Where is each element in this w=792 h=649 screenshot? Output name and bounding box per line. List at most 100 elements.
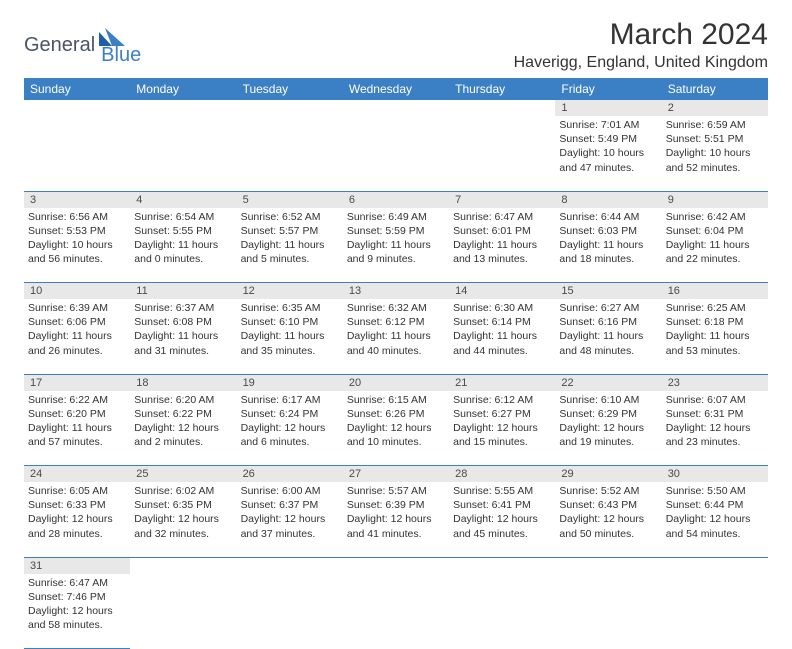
daynum-row: 10111213141516 [24, 283, 768, 300]
dow-thursday: Thursday [449, 78, 555, 100]
daylight-text: Daylight: 12 hours [559, 512, 657, 526]
daylight-text: and 0 minutes. [134, 252, 232, 266]
sunset-text: Sunset: 5:57 PM [241, 224, 339, 238]
calendar-body: 12Sunrise: 7:01 AMSunset: 5:49 PMDayligh… [24, 100, 768, 649]
daynum-cell [237, 100, 343, 116]
sunset-text: Sunset: 6:33 PM [28, 498, 126, 512]
day-cell: Sunrise: 6:07 AMSunset: 6:31 PMDaylight:… [662, 391, 768, 466]
daylight-text: and 15 minutes. [453, 435, 551, 449]
daylight-text: Daylight: 12 hours [666, 512, 764, 526]
day-cell: Sunrise: 6:56 AMSunset: 5:53 PMDaylight:… [24, 208, 130, 283]
daylight-text: and 40 minutes. [347, 344, 445, 358]
logo-text-blue: Blue [101, 44, 141, 67]
daylight-text: and 13 minutes. [453, 252, 551, 266]
day-cell: Sunrise: 6:22 AMSunset: 6:20 PMDaylight:… [24, 391, 130, 466]
daylight-text: Daylight: 12 hours [28, 512, 126, 526]
dow-tuesday: Tuesday [237, 78, 343, 100]
daylight-text: and 10 minutes. [347, 435, 445, 449]
daynum-row: 17181920212223 [24, 374, 768, 391]
sunset-text: Sunset: 6:26 PM [347, 407, 445, 421]
sunrise-text: Sunrise: 6:12 AM [453, 393, 551, 407]
daynum-cell: 9 [662, 191, 768, 208]
daynum-cell [449, 100, 555, 116]
daynum-cell: 6 [343, 191, 449, 208]
sunrise-text: Sunrise: 6:37 AM [134, 301, 232, 315]
day-cell: Sunrise: 6:35 AMSunset: 6:10 PMDaylight:… [237, 299, 343, 374]
daylight-text: Daylight: 11 hours [134, 238, 232, 252]
week-row: Sunrise: 6:47 AMSunset: 7:46 PMDaylight:… [24, 574, 768, 649]
daynum-cell [555, 557, 661, 574]
week-row: Sunrise: 6:22 AMSunset: 6:20 PMDaylight:… [24, 391, 768, 466]
sunrise-text: Sunrise: 6:47 AM [453, 210, 551, 224]
page-title: March 2024 [514, 18, 768, 52]
daynum-cell: 1 [555, 100, 661, 116]
sunrise-text: Sunrise: 6:44 AM [559, 210, 657, 224]
day-cell: Sunrise: 6:25 AMSunset: 6:18 PMDaylight:… [662, 299, 768, 374]
sunset-text: Sunset: 6:18 PM [666, 315, 764, 329]
day-cell: Sunrise: 6:32 AMSunset: 6:12 PMDaylight:… [343, 299, 449, 374]
dow-monday: Monday [130, 78, 236, 100]
daylight-text: Daylight: 10 hours [28, 238, 126, 252]
daynum-cell: 20 [343, 374, 449, 391]
daynum-cell [130, 100, 236, 116]
day-cell: Sunrise: 6:37 AMSunset: 6:08 PMDaylight:… [130, 299, 236, 374]
day-cell: Sunrise: 6:44 AMSunset: 6:03 PMDaylight:… [555, 208, 661, 283]
daylight-text: and 45 minutes. [453, 527, 551, 541]
daynum-cell [343, 100, 449, 116]
day-cell: Sunrise: 6:47 AMSunset: 6:01 PMDaylight:… [449, 208, 555, 283]
daynum-cell: 27 [343, 466, 449, 483]
daylight-text: and 32 minutes. [134, 527, 232, 541]
sunset-text: Sunset: 6:22 PM [134, 407, 232, 421]
sunrise-text: Sunrise: 5:55 AM [453, 484, 551, 498]
sunrise-text: Sunrise: 6:52 AM [241, 210, 339, 224]
daylight-text: Daylight: 12 hours [241, 421, 339, 435]
sunset-text: Sunset: 6:35 PM [134, 498, 232, 512]
daylight-text: Daylight: 12 hours [134, 512, 232, 526]
sunset-text: Sunset: 5:53 PM [28, 224, 126, 238]
dow-saturday: Saturday [662, 78, 768, 100]
header: General Blue March 2024 Haverigg, Englan… [24, 18, 768, 72]
daynum-cell: 28 [449, 466, 555, 483]
logo-triangle-icon [99, 28, 125, 46]
sunrise-text: Sunrise: 6:47 AM [28, 576, 126, 590]
sunset-text: Sunset: 5:49 PM [559, 132, 657, 146]
week-row: Sunrise: 6:05 AMSunset: 6:33 PMDaylight:… [24, 482, 768, 557]
sunset-text: Sunset: 6:03 PM [559, 224, 657, 238]
daynum-cell [237, 557, 343, 574]
sunrise-text: Sunrise: 6:17 AM [241, 393, 339, 407]
sunset-text: Sunset: 6:04 PM [666, 224, 764, 238]
logo-text-general: General [24, 34, 95, 57]
daynum-cell: 8 [555, 191, 661, 208]
week-row: Sunrise: 6:39 AMSunset: 6:06 PMDaylight:… [24, 299, 768, 374]
week-row: Sunrise: 6:56 AMSunset: 5:53 PMDaylight:… [24, 208, 768, 283]
sunrise-text: Sunrise: 6:20 AM [134, 393, 232, 407]
daynum-cell: 3 [24, 191, 130, 208]
daylight-text: Daylight: 10 hours [666, 146, 764, 160]
day-cell: Sunrise: 6:00 AMSunset: 6:37 PMDaylight:… [237, 482, 343, 557]
daylight-text: and 31 minutes. [134, 344, 232, 358]
sunrise-text: Sunrise: 6:39 AM [28, 301, 126, 315]
daylight-text: Daylight: 11 hours [559, 329, 657, 343]
daylight-text: and 50 minutes. [559, 527, 657, 541]
daylight-text: Daylight: 11 hours [666, 329, 764, 343]
daylight-text: Daylight: 12 hours [241, 512, 339, 526]
sunset-text: Sunset: 6:01 PM [453, 224, 551, 238]
daynum-cell: 17 [24, 374, 130, 391]
daylight-text: Daylight: 11 hours [453, 329, 551, 343]
daynum-cell: 10 [24, 283, 130, 300]
week-row: Sunrise: 7:01 AMSunset: 5:49 PMDaylight:… [24, 116, 768, 191]
daylight-text: and 53 minutes. [666, 344, 764, 358]
sunrise-text: Sunrise: 6:05 AM [28, 484, 126, 498]
daylight-text: Daylight: 11 hours [453, 238, 551, 252]
sunset-text: Sunset: 6:20 PM [28, 407, 126, 421]
dow-header-row: Sunday Monday Tuesday Wednesday Thursday… [24, 78, 768, 100]
daylight-text: Daylight: 12 hours [666, 421, 764, 435]
day-cell: Sunrise: 6:12 AMSunset: 6:27 PMDaylight:… [449, 391, 555, 466]
daynum-cell [343, 557, 449, 574]
dow-wednesday: Wednesday [343, 78, 449, 100]
dow-sunday: Sunday [24, 78, 130, 100]
daylight-text: and 9 minutes. [347, 252, 445, 266]
day-cell [24, 116, 130, 191]
daynum-cell: 13 [343, 283, 449, 300]
daylight-text: and 44 minutes. [453, 344, 551, 358]
